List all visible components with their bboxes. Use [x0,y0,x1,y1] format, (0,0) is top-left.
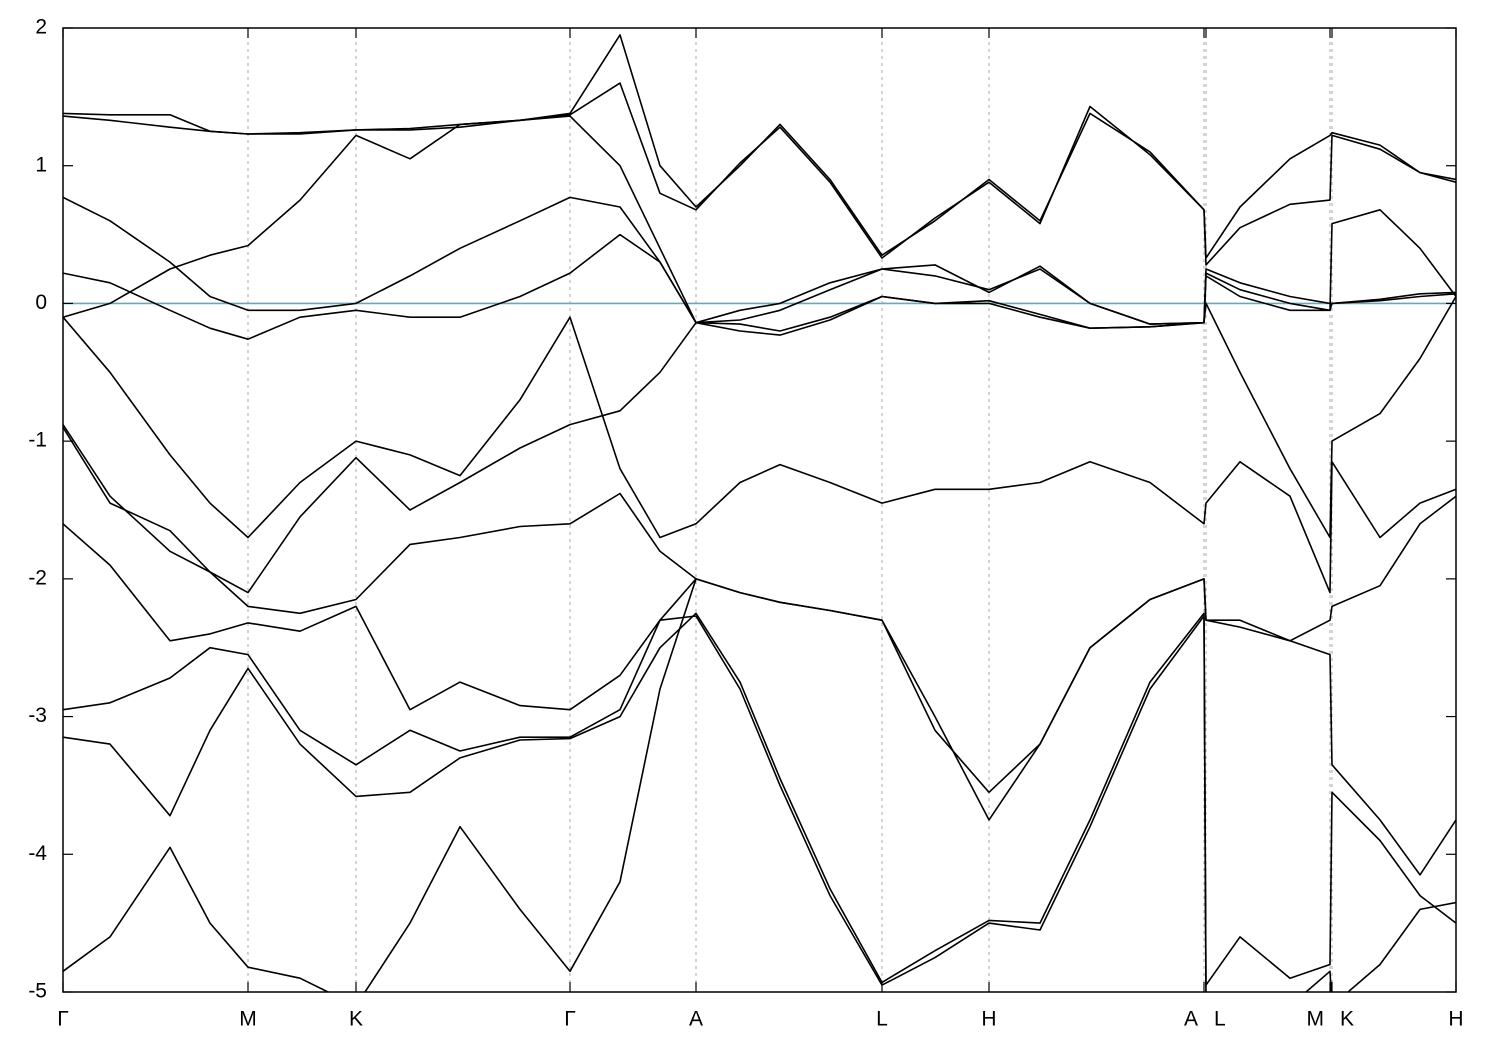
band-line [63,615,1456,986]
x-tick-label: L [1214,1008,1226,1031]
x-tick-label: L [876,1008,888,1031]
y-tick-label: -3 [28,704,47,727]
y-tick-label: 1 [35,153,47,176]
x-tick-label: Γ [564,1008,576,1031]
band-line [63,523,1456,876]
x-tick-label: Γ [57,1008,69,1031]
band-line [63,426,1456,821]
band-line [63,264,1456,594]
band-line [63,82,1456,266]
x-tick-label: A [689,1008,703,1031]
y-tick-label: -4 [28,842,47,865]
band-line [63,233,1456,539]
y-tick-label: 2 [35,16,47,39]
x-tick-label: H [981,1008,996,1031]
band-line [63,316,1456,594]
band-line [63,34,1456,259]
bands [63,34,1456,992]
band-line [63,612,1456,992]
y-tick-label: 0 [35,291,47,314]
x-tick-label: K [349,1008,363,1031]
plot-frame [62,27,1457,993]
x-tick-label: M [239,1008,257,1031]
y-tick-label: -2 [28,566,47,589]
band-line [63,196,1456,332]
band-line [63,578,697,992]
x-tick-label: M [1307,1008,1325,1031]
x-tick-label: K [1340,1008,1354,1031]
x-tick-label: A [1184,1008,1198,1031]
y-tick-label: -5 [28,980,47,1003]
band-line [63,115,1456,325]
y-tick-label: -1 [28,429,47,452]
grid [62,28,1457,992]
x-tick-label: H [1448,1008,1463,1031]
